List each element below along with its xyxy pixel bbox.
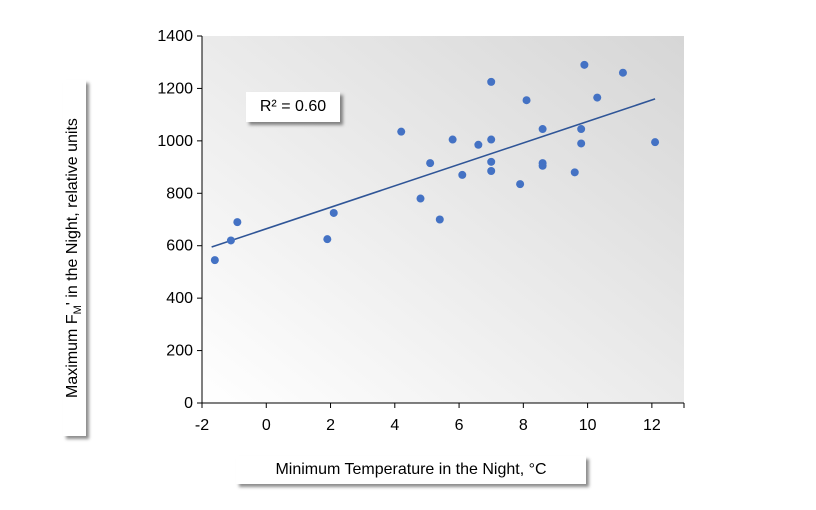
data-point bbox=[474, 140, 483, 149]
x-tick-label: 8 bbox=[519, 417, 528, 434]
data-point bbox=[329, 208, 338, 217]
data-point bbox=[487, 157, 496, 166]
data-point bbox=[487, 167, 496, 176]
data-point bbox=[577, 125, 586, 134]
y-tick-label: 600 bbox=[166, 238, 193, 255]
r-squared-annotation: R² = 0.60 bbox=[246, 92, 340, 122]
data-point bbox=[435, 215, 444, 224]
r-squared-text: R² = 0.60 bbox=[259, 98, 327, 115]
y-axis-title-subscript: M bbox=[72, 305, 85, 315]
data-point bbox=[448, 135, 457, 144]
y-tick-label: 1400 bbox=[157, 28, 193, 45]
y-axis-title-suffix: ' in the Night, relative units bbox=[63, 118, 81, 306]
y-axis-title: Maximum FM' in the Night, relative units bbox=[64, 118, 84, 398]
x-tick-label: -2 bbox=[195, 417, 209, 434]
data-point bbox=[538, 125, 547, 134]
data-point bbox=[618, 68, 627, 77]
data-point bbox=[226, 236, 235, 245]
data-point bbox=[487, 135, 496, 144]
data-point bbox=[487, 77, 496, 86]
y-tick-label: 200 bbox=[166, 343, 193, 360]
x-tick-label: 6 bbox=[455, 417, 464, 434]
data-points bbox=[210, 60, 660, 265]
trendline bbox=[211, 98, 656, 248]
data-point bbox=[416, 194, 425, 203]
trendline-group bbox=[211, 98, 656, 248]
x-axis-title: Minimum Temperature in the Night, °C bbox=[275, 461, 547, 478]
data-point bbox=[233, 218, 242, 227]
data-point bbox=[593, 93, 602, 102]
y-tick-label: 400 bbox=[166, 290, 193, 307]
y-axis-title-box: Maximum FM' in the Night, relative units bbox=[63, 80, 86, 436]
y-tick-label: 0 bbox=[184, 395, 193, 412]
data-point bbox=[570, 168, 579, 177]
x-tick-label: 2 bbox=[326, 417, 335, 434]
y-tick-label: 1000 bbox=[157, 133, 193, 150]
data-point bbox=[210, 256, 219, 265]
x-tick-label: 12 bbox=[643, 417, 661, 434]
data-point bbox=[651, 138, 660, 147]
data-point bbox=[577, 139, 586, 148]
data-point bbox=[323, 235, 332, 244]
data-point bbox=[458, 170, 467, 179]
data-point bbox=[426, 159, 435, 168]
data-point bbox=[580, 60, 589, 69]
y-tick-label: 1200 bbox=[157, 80, 193, 97]
y-axis-title-prefix: Maximum F bbox=[63, 314, 81, 398]
y-tick-label: 800 bbox=[166, 185, 193, 202]
x-tick-label: 10 bbox=[579, 417, 597, 434]
x-tick-label: 0 bbox=[262, 417, 271, 434]
data-point bbox=[522, 96, 531, 105]
data-point bbox=[516, 180, 525, 189]
data-point bbox=[397, 127, 406, 136]
x-axis-title-box: Minimum Temperature in the Night, °C bbox=[236, 456, 586, 484]
x-tick-label: 4 bbox=[390, 417, 399, 434]
data-point bbox=[538, 161, 547, 170]
